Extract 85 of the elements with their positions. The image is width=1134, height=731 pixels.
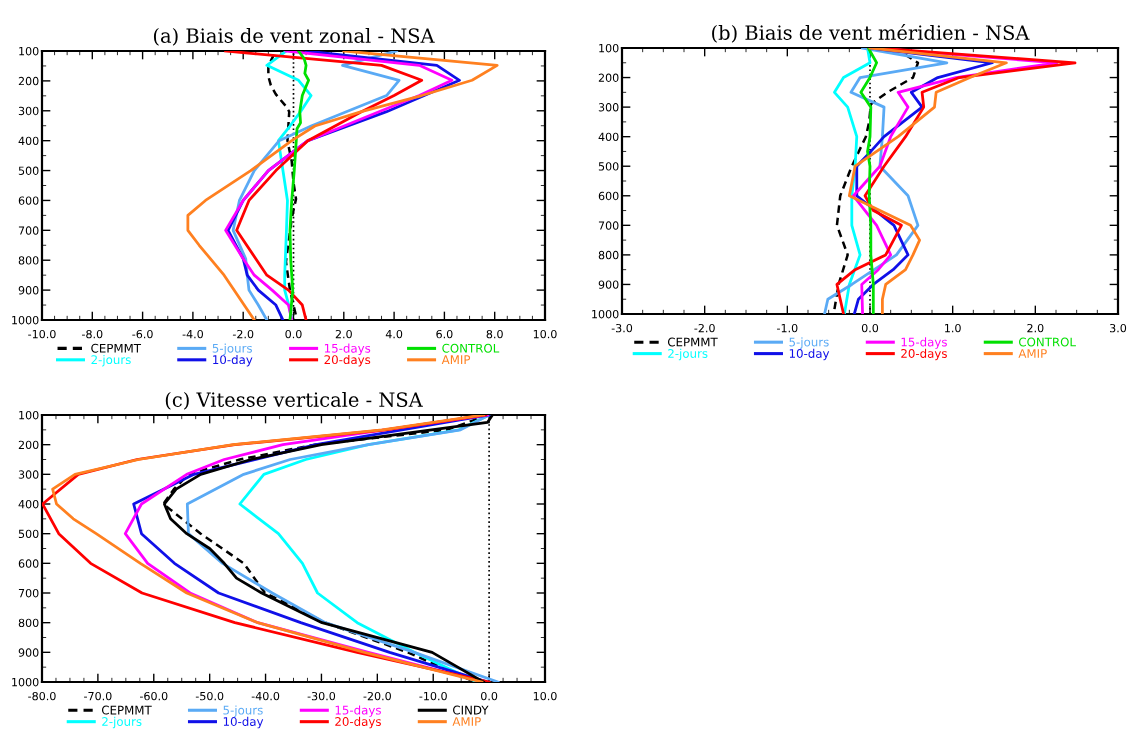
y-tick-label: 300 bbox=[18, 106, 39, 116]
legend-label: CONTROL bbox=[442, 343, 500, 353]
x-tick-label: 10.0 bbox=[533, 329, 557, 339]
x-tick-label: -40.0 bbox=[251, 691, 280, 701]
y-tick-label: 900 bbox=[598, 280, 619, 289]
legend-label: 5-jours bbox=[212, 343, 253, 355]
y-tick-label: 100 bbox=[599, 43, 619, 53]
x-tick-label: 1.0 bbox=[945, 323, 961, 333]
y-tick-label: 700 bbox=[598, 221, 619, 230]
y-tick-label: 600 bbox=[18, 196, 39, 205]
y-tick-label: 1000 bbox=[12, 677, 39, 687]
chart-title: (b) Biais de vent méridien - NSA bbox=[712, 24, 1030, 43]
y-tick-label: 600 bbox=[18, 559, 39, 568]
y-tick-label: 200 bbox=[598, 73, 619, 82]
y-tick-label: 700 bbox=[18, 588, 39, 598]
legend-label: 15-days bbox=[324, 343, 371, 355]
legend-label: CEPMMT bbox=[101, 705, 152, 715]
x-tick-label: -10.0 bbox=[419, 691, 447, 701]
legend-label: CEPMMT bbox=[91, 343, 142, 353]
y-tick-label: 300 bbox=[598, 103, 619, 112]
legend-label: CINDY bbox=[453, 705, 489, 715]
y-tick-label: 800 bbox=[598, 250, 619, 260]
y-tick-label: 400 bbox=[598, 132, 619, 142]
x-tick-label: -10.0 bbox=[28, 329, 56, 339]
x-tick-label: 0.0 bbox=[285, 329, 302, 339]
y-tick-label: 100 bbox=[19, 410, 39, 420]
y-tick-label: 900 bbox=[18, 286, 39, 295]
x-tick-label: -1.0 bbox=[777, 323, 798, 333]
y-tick-label: 600 bbox=[598, 191, 619, 201]
legend-label: 15-days bbox=[335, 705, 381, 717]
y-tick-label: 100 bbox=[19, 46, 39, 56]
x-tick-label: -4.0 bbox=[182, 329, 203, 339]
x-tick-label: -60.0 bbox=[139, 691, 168, 701]
legend-label: 5-jours bbox=[223, 705, 263, 717]
legend-label: 20-days bbox=[324, 354, 371, 367]
legend-label: AMIP bbox=[452, 717, 481, 726]
y-tick-label: 800 bbox=[18, 618, 39, 628]
x-tick-label: -2.0 bbox=[232, 329, 254, 339]
x-tick-label: 2.0 bbox=[335, 329, 352, 339]
legend-label: 5-jours bbox=[789, 337, 829, 349]
y-tick-label: 500 bbox=[18, 529, 39, 539]
legend-label: 2-jours bbox=[668, 348, 708, 361]
y-tick-label: 800 bbox=[18, 256, 39, 265]
legend-label: AMIP bbox=[441, 355, 471, 364]
y-tick-label: 400 bbox=[18, 136, 39, 146]
x-tick-label: -80.0 bbox=[28, 691, 56, 701]
legend-label: 10-day bbox=[213, 354, 253, 367]
y-tick-label: 900 bbox=[18, 648, 39, 657]
x-tick-label: -3.0 bbox=[611, 323, 633, 333]
y-tick-label: 300 bbox=[18, 470, 39, 479]
y-tick-label: 500 bbox=[598, 162, 619, 171]
x-tick-label: 6.0 bbox=[436, 329, 453, 339]
x-tick-label: -70.0 bbox=[84, 691, 112, 701]
legend-label: 20-days bbox=[901, 348, 947, 361]
legend-label: 10-day bbox=[789, 348, 830, 361]
chart-title: (a) Biais de vent zonal - NSA bbox=[153, 27, 435, 46]
legend-label: AMIP bbox=[1018, 349, 1047, 358]
legend-label: 20-days bbox=[335, 716, 381, 729]
x-tick-label: 0.0 bbox=[481, 691, 498, 701]
y-tick-label: 700 bbox=[18, 226, 39, 235]
x-tick-label: -30.0 bbox=[307, 691, 336, 701]
x-tick-label: 0.0 bbox=[861, 323, 879, 333]
x-tick-label: 2.0 bbox=[1027, 323, 1044, 333]
x-tick-label: -2.0 bbox=[694, 323, 715, 333]
x-tick-label: -8.0 bbox=[82, 329, 103, 339]
x-tick-label: 10.0 bbox=[533, 691, 557, 701]
y-tick-label: 200 bbox=[18, 440, 39, 450]
x-tick-label: -6.0 bbox=[132, 329, 153, 339]
x-tick-label: 4.0 bbox=[385, 329, 403, 339]
x-tick-label: -50.0 bbox=[195, 691, 224, 701]
legend-label: 2-jours bbox=[91, 354, 131, 367]
y-tick-label: 1000 bbox=[12, 315, 39, 325]
legend-label: 15-days bbox=[901, 337, 947, 349]
y-tick-label: 500 bbox=[18, 166, 39, 175]
legend-label: 2-jours bbox=[102, 716, 142, 729]
x-tick-label: 3.0 bbox=[1110, 323, 1127, 333]
y-tick-label: 400 bbox=[18, 499, 39, 509]
legend-label: 10-day bbox=[223, 716, 264, 729]
y-tick-label: 200 bbox=[18, 76, 39, 86]
legend-label: CONTROL bbox=[1019, 337, 1076, 347]
x-tick-label: -20.0 bbox=[363, 691, 391, 701]
legend-label: CEPMMT bbox=[667, 337, 718, 347]
y-tick-label: 1000 bbox=[592, 309, 619, 319]
chart-title: (c) Vitesse verticale - NSA bbox=[165, 391, 423, 410]
x-tick-label: 8.0 bbox=[486, 329, 503, 339]
